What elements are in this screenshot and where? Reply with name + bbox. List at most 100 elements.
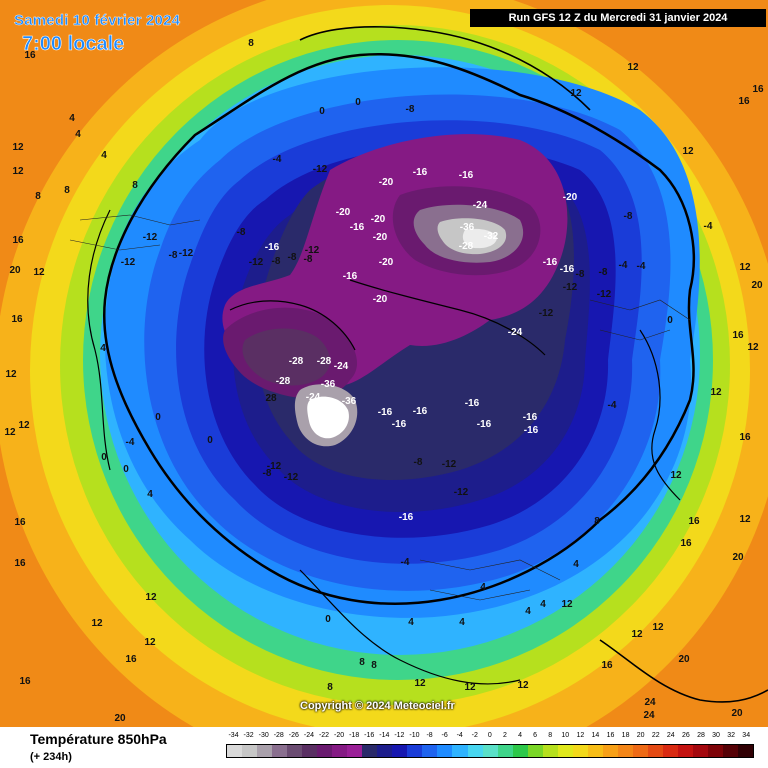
isotherm-label: -28 bbox=[276, 376, 291, 387]
scale-swatch bbox=[467, 745, 483, 757]
scale-value: 14 bbox=[591, 732, 600, 739]
isotherm-label: -12 bbox=[597, 289, 612, 300]
isotherm-label: 4 bbox=[101, 150, 107, 161]
scale-swatch bbox=[738, 745, 754, 757]
scale-swatch bbox=[692, 745, 708, 757]
scale-value: 32 bbox=[727, 732, 736, 739]
scale-value: 6 bbox=[533, 732, 538, 739]
isotherm-label: 20 bbox=[114, 713, 126, 724]
scale-value: 30 bbox=[712, 732, 720, 739]
temperature-map: -8 -16 -16 -20 -20 -24 -20 -20 -16 -36 -32 -28 -20 -2… bbox=[0, 0, 768, 727]
zero-isotherm-outline bbox=[103, 53, 695, 605]
isotherm-label: 16 bbox=[12, 235, 24, 246]
isotherm-label: -8 bbox=[406, 104, 415, 115]
scale-value: -16 bbox=[364, 732, 375, 739]
scale-value: -4 bbox=[456, 732, 463, 739]
isotherm-label: -20 bbox=[373, 232, 388, 243]
scale-value: 22 bbox=[651, 732, 660, 739]
scale-value: 24 bbox=[666, 732, 675, 739]
scale-swatch bbox=[617, 745, 633, 757]
isotherm-label: 12 bbox=[652, 622, 664, 633]
isotherm-label: 24 bbox=[644, 697, 656, 708]
isotherm-label: 16 bbox=[738, 96, 750, 107]
isotherm-label: -16 bbox=[399, 512, 414, 523]
isotherm-label: 12 bbox=[18, 420, 30, 431]
isotherm-label: -4 bbox=[608, 400, 617, 411]
scale-swatch bbox=[512, 745, 528, 757]
scale-value: -14 bbox=[379, 732, 390, 739]
isotherm-label: 4 bbox=[69, 113, 75, 124]
scale-swatch bbox=[708, 745, 724, 757]
isotherm-label: 0 bbox=[207, 435, 213, 446]
isotherm-label: 12 bbox=[144, 637, 156, 648]
scale-value: 8 bbox=[548, 732, 553, 739]
scale-swatch bbox=[317, 745, 333, 757]
isotherm-label: 4 bbox=[147, 489, 153, 500]
isotherm-label: -8 bbox=[599, 267, 608, 278]
isotherm-label: 12 bbox=[570, 88, 582, 99]
isotherm-label: 0 bbox=[155, 412, 161, 423]
scale-swatch bbox=[302, 745, 318, 757]
scale-swatch bbox=[407, 745, 423, 757]
isotherm-label: -4 bbox=[273, 154, 282, 165]
scale-swatch bbox=[557, 745, 573, 757]
isotherm-label: -4 bbox=[637, 261, 646, 272]
scale-swatch bbox=[723, 745, 739, 757]
isotherm-label: 8 bbox=[594, 516, 600, 527]
scale-swatch bbox=[347, 745, 363, 757]
isotherm-label: 12 bbox=[4, 427, 16, 438]
isotherm-labels: -8-16 -16-20-20-24-20-20-16 -36-32-28-20-2… bbox=[4, 38, 764, 724]
isotherm-label: 16 bbox=[752, 84, 764, 95]
country-borders-west bbox=[69, 214, 201, 251]
scale-swatch bbox=[332, 745, 348, 757]
scale-value: -32 bbox=[243, 732, 254, 739]
scale-swatch bbox=[647, 745, 663, 757]
forecast-time: 7:00 locale bbox=[22, 33, 125, 56]
cold-core-minus36 bbox=[462, 228, 497, 249]
country-borders-south bbox=[419, 559, 561, 601]
scale-value: -34 bbox=[228, 732, 239, 739]
scale-labels: -34 -32 -30 -28 -26 -24 -22 -20 -18 -16 -14 -12 -10-… bbox=[226, 732, 754, 744]
isotherm-label: 8 bbox=[327, 682, 333, 693]
forecast-date: Samedi 10 février 2024 bbox=[14, 12, 181, 29]
isotherm-label: -16 bbox=[477, 419, 492, 430]
scale-swatch bbox=[377, 745, 393, 757]
isotherm-label: 16 bbox=[11, 314, 23, 325]
copyright-notice: Copyright © 2024 Meteociel.fr bbox=[300, 700, 455, 712]
isotherm-label: -4 bbox=[704, 221, 713, 232]
isotherm-label: -12 bbox=[454, 487, 469, 498]
isotherm-label: 8 bbox=[35, 191, 41, 202]
pacific-coast bbox=[87, 209, 111, 471]
scale-swatch bbox=[677, 745, 693, 757]
isotherm-label: -20 bbox=[563, 192, 578, 203]
scale-value: 34 bbox=[742, 732, 751, 739]
isotherm-label: 12 bbox=[33, 267, 45, 278]
isotherm-label: -8 bbox=[414, 457, 423, 468]
isotherm-label: -20 bbox=[371, 214, 386, 225]
isotherm-label: 0 bbox=[319, 106, 325, 117]
isotherm-label: 4 bbox=[573, 559, 579, 570]
isotherm-label: -12 bbox=[563, 282, 578, 293]
isotherm-label: 0 bbox=[667, 315, 673, 326]
scale-value: 18 bbox=[621, 732, 630, 739]
isotherm-label: -12 bbox=[249, 257, 264, 268]
isotherm-label: -16 bbox=[560, 264, 575, 275]
scale-value: 0 bbox=[487, 732, 492, 739]
isotherm-label: 4 bbox=[525, 606, 531, 617]
isotherm-label: 16 bbox=[14, 517, 26, 528]
isotherm-label: -12 bbox=[121, 257, 136, 268]
scale-value: 26 bbox=[681, 732, 690, 739]
scale-swatch bbox=[482, 745, 498, 757]
scale-value: -2 bbox=[471, 732, 478, 739]
isotherm-label: 12 bbox=[12, 142, 24, 153]
isotherm-label: 4 bbox=[540, 599, 546, 610]
isotherm-label: -16 bbox=[392, 419, 407, 430]
isotherm-label: 16 bbox=[680, 538, 692, 549]
arctic-ocean-contour bbox=[349, 279, 546, 356]
isotherm-label: 12 bbox=[91, 618, 103, 629]
scale-swatch bbox=[242, 745, 258, 757]
isotherm-label: 12 bbox=[12, 166, 24, 177]
isotherm-label: -20 bbox=[373, 294, 388, 305]
scale-value: -22 bbox=[318, 732, 330, 739]
scale-value: 4 bbox=[518, 732, 522, 739]
